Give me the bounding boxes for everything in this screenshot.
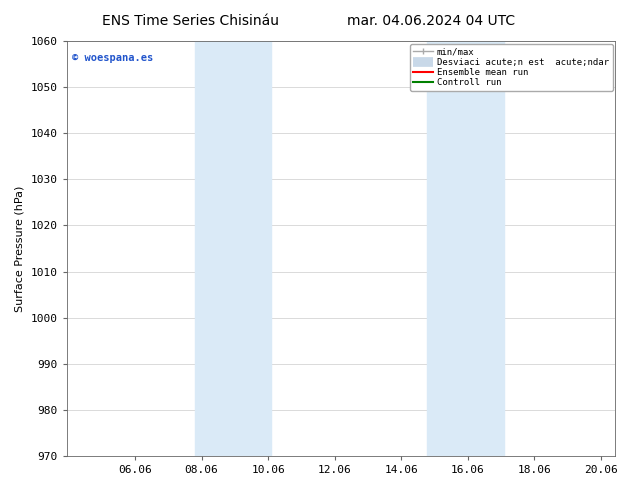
Bar <box>427 41 504 456</box>
Text: mar. 04.06.2024 04 UTC: mar. 04.06.2024 04 UTC <box>347 14 515 28</box>
Text: ENS Time Series Chisináu: ENS Time Series Chisináu <box>101 14 279 28</box>
Text: © woespana.es: © woespana.es <box>72 53 153 64</box>
Y-axis label: Surface Pressure (hPa): Surface Pressure (hPa) <box>15 185 25 312</box>
Legend: min/max, Desviaci acute;n est  acute;ndar, Ensemble mean run, Controll run: min/max, Desviaci acute;n est acute;ndar… <box>410 44 612 91</box>
Bar <box>195 41 271 456</box>
